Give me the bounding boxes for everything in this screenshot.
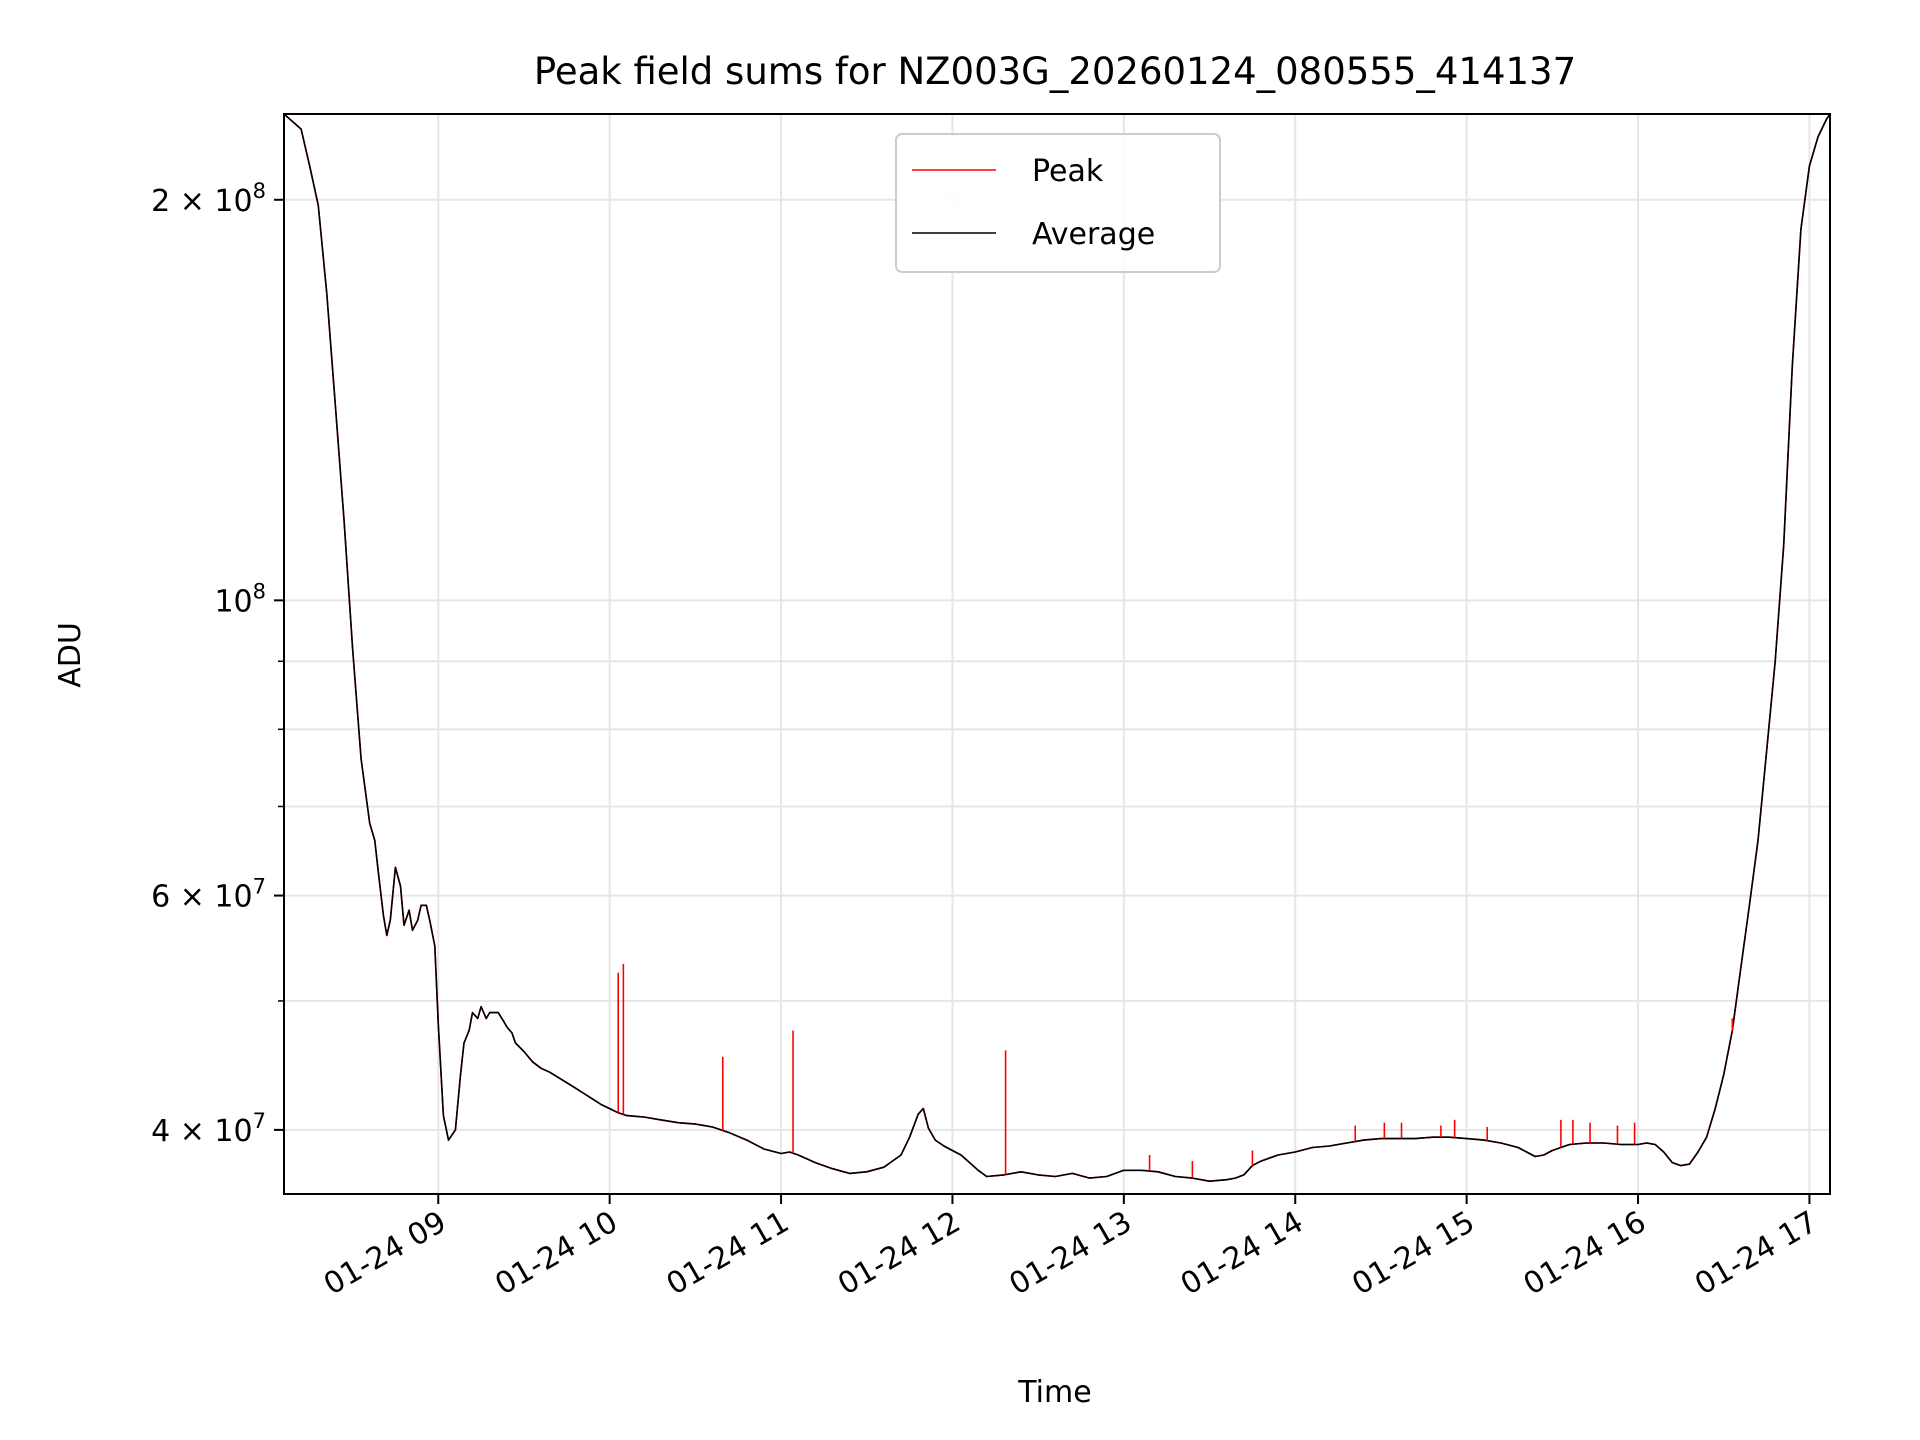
x-tick-label: 01-24 09: [318, 1205, 452, 1303]
legend-label-average: Average: [1032, 217, 1155, 252]
chart-title: Peak field sums for NZ003G_20260124_0805…: [534, 50, 1576, 93]
legend-box: [895, 133, 1221, 273]
y-tick-label: 108: [214, 579, 266, 619]
x-tick-label: 01-24 11: [661, 1205, 795, 1303]
legend: Peak Average: [895, 133, 1221, 273]
x-tick-label: 01-24 15: [1346, 1205, 1480, 1303]
plot-frame: [283, 113, 1831, 1195]
x-tick-label: 01-24 10: [489, 1205, 623, 1303]
series-line-average: [283, 113, 1831, 1182]
x-tick-label: 01-24 13: [1004, 1205, 1138, 1303]
y-axis-label: ADU: [53, 622, 88, 688]
x-tick-label: 01-24 14: [1175, 1205, 1309, 1303]
y-tick-label: 4 × 107: [151, 1109, 266, 1149]
x-axis-label: Time: [1017, 1375, 1091, 1410]
legend-label-peak: Peak: [1032, 154, 1104, 189]
x-tick-label: 01-24 16: [1518, 1205, 1652, 1303]
y-tick-label: 2 × 108: [151, 179, 266, 219]
y-tick-label: 6 × 107: [151, 875, 266, 915]
plot-lines: [283, 113, 1831, 1182]
grid: [284, 114, 1830, 1194]
peak-spikes: [617, 963, 1734, 1179]
x-tick-label: 01-24 17: [1689, 1205, 1823, 1303]
x-tick-label: 01-24 12: [832, 1205, 966, 1303]
series-line-peak: [283, 113, 1831, 1182]
